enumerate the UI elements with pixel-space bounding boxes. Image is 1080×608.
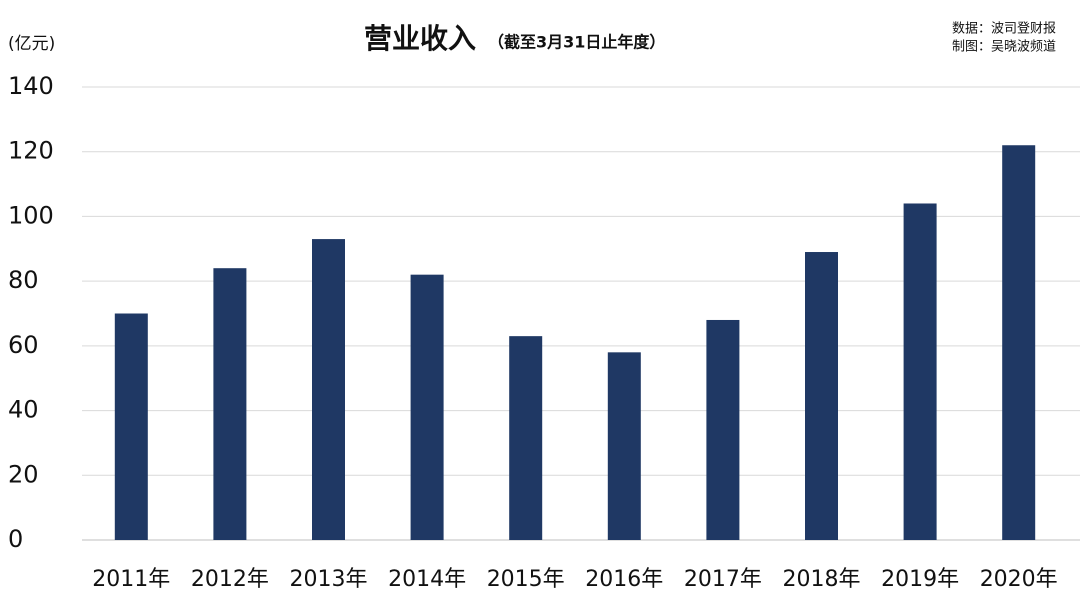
bar	[114, 313, 148, 540]
y-tick-label: 140	[8, 72, 54, 100]
y-tick-label: 80	[8, 266, 39, 294]
x-tick-label: 2012年	[191, 567, 269, 592]
bar	[805, 252, 838, 540]
y-tick-label: 20	[8, 460, 39, 488]
x-tick-label: 2020年	[980, 567, 1058, 592]
x-tick-label: 2018年	[783, 567, 861, 592]
x-tick-label: 2016年	[585, 567, 663, 592]
bar	[509, 336, 543, 540]
y-axis-label: (亿元)	[8, 34, 55, 54]
bar	[903, 203, 937, 540]
bar	[706, 319, 740, 540]
source-note: 数据：波司登财报	[952, 22, 1056, 37]
bar	[213, 268, 247, 540]
chart-subtitle: （截至3月31日止年度）	[488, 33, 665, 52]
credit-note: 制图：吴晓波频道	[952, 40, 1056, 55]
bar	[410, 274, 444, 540]
y-tick-label: 60	[8, 331, 39, 359]
x-tick-label: 2019年	[881, 567, 959, 592]
y-tick-label: 120	[8, 137, 54, 165]
chart-title: 营业收入	[364, 22, 476, 55]
x-tick-label: 2015年	[487, 567, 565, 592]
x-tick-label: 2011年	[92, 567, 170, 592]
bar	[607, 352, 641, 540]
y-tick-label: 100	[8, 201, 54, 229]
x-tick-label: 2014年	[388, 567, 466, 592]
y-tick-label: 0	[8, 525, 23, 553]
x-tick-label: 2017年	[684, 567, 762, 592]
bar	[312, 239, 345, 541]
y-tick-label: 40	[8, 396, 39, 424]
x-tick-label: 2013年	[290, 567, 368, 592]
bar	[1002, 145, 1036, 540]
